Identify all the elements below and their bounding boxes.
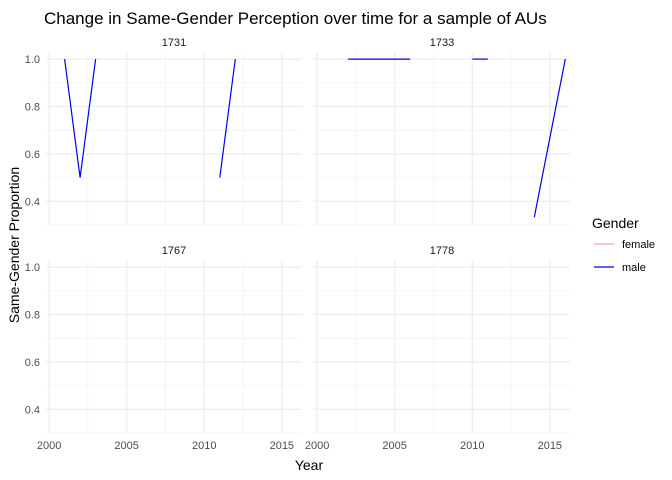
panel-1778: 1778 2000 2005 2010 2015 xyxy=(305,245,570,452)
x-tick-label: 2010 xyxy=(192,440,216,452)
series-line-male xyxy=(64,59,97,178)
panel-1767: 1767 0.4 0.6 0.8 1.0 2000 2005 2010 2015 xyxy=(25,245,302,452)
panel-label: 1731 xyxy=(162,37,186,49)
legend-title: Gender xyxy=(592,215,639,231)
series-line-male xyxy=(533,58,566,218)
x-tick-label: 2010 xyxy=(460,440,484,452)
legend-label-female: female xyxy=(622,239,655,251)
y-tick-label: 0.4 xyxy=(25,196,40,208)
x-tick-label: 2015 xyxy=(270,440,294,452)
x-tick-label: 2005 xyxy=(114,440,138,452)
y-tick-label: 0.6 xyxy=(25,149,40,161)
y-tick-label: 1.0 xyxy=(25,262,40,274)
panel-1733: 1733 xyxy=(314,37,570,226)
y-tick-label: 0.4 xyxy=(25,404,40,416)
y-tick-label: 0.6 xyxy=(25,357,40,369)
panel-label: 1778 xyxy=(430,245,454,257)
y-axis-label: Same-Gender Proportion xyxy=(6,167,22,323)
x-tick-label: 2000 xyxy=(37,440,61,452)
x-tick-label: 2015 xyxy=(538,440,562,452)
legend: Gender female male xyxy=(592,215,655,274)
panel-label: 1767 xyxy=(162,245,186,257)
chart-title: Change in Same-Gender Perception over ti… xyxy=(44,9,547,28)
x-axis-label: Year xyxy=(295,457,324,473)
x-tick-label: 2000 xyxy=(305,440,329,452)
y-tick-label: 1.0 xyxy=(25,54,40,66)
panels: 1731 0.4 0.6 0.8 1.0 1733 1767 0.4 0.6 0.8 1.0 2000… xyxy=(25,37,570,452)
legend-label-male: male xyxy=(622,262,646,274)
panel-1731: 1731 0.4 0.6 0.8 1.0 xyxy=(25,37,302,226)
x-tick-label: 2005 xyxy=(382,440,406,452)
panel-label: 1733 xyxy=(430,37,454,49)
y-tick-label: 0.8 xyxy=(25,102,40,114)
series-line-male xyxy=(219,59,236,178)
y-tick-label: 0.8 xyxy=(25,310,40,322)
